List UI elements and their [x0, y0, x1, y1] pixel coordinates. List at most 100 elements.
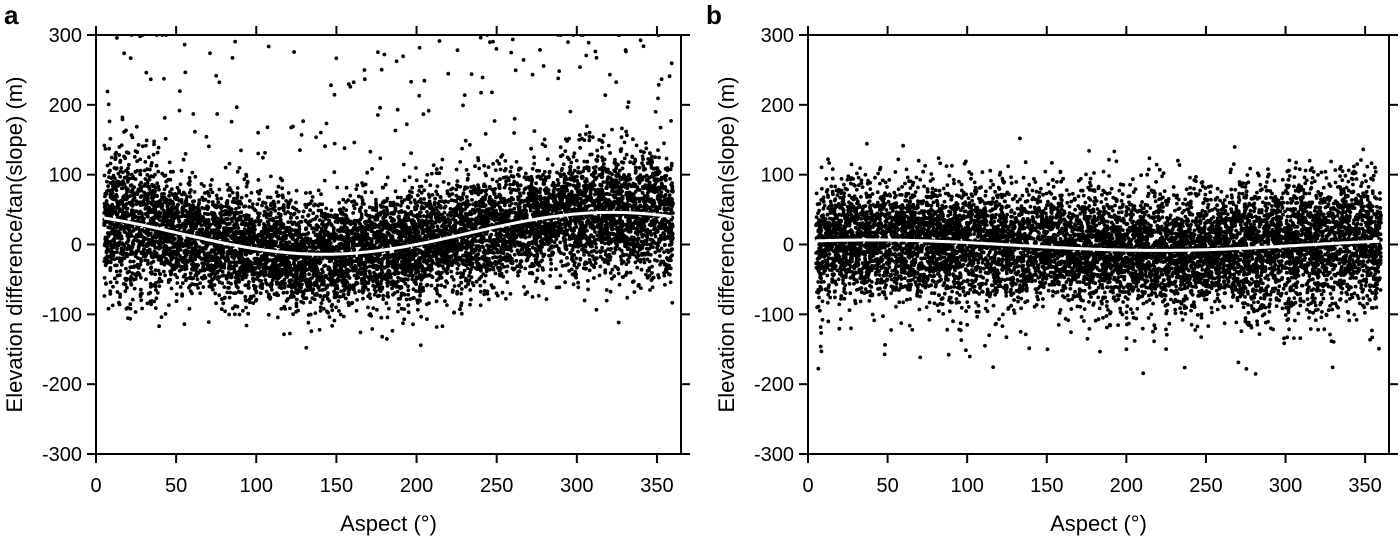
scatter-point — [602, 162, 606, 166]
scatter-point — [644, 272, 648, 277]
scatter-point — [214, 301, 218, 306]
scatter-point — [133, 177, 138, 182]
scatter-point — [317, 327, 322, 332]
scatter-point — [423, 270, 427, 275]
scatter-point — [624, 129, 628, 134]
scatter-point — [102, 143, 107, 148]
scatter-point — [342, 146, 347, 151]
scatter-point — [132, 286, 137, 291]
scatter-point — [521, 191, 526, 195]
scatter-point — [159, 279, 164, 284]
scatter-point — [642, 150, 646, 155]
scatter-point — [270, 288, 274, 292]
scatter-point — [237, 166, 242, 170]
scatter-point — [337, 309, 341, 313]
scatter-point — [631, 226, 636, 231]
scatter-point — [145, 262, 150, 266]
scatter-point — [381, 293, 385, 298]
scatter-point — [560, 264, 565, 268]
scatter-point — [571, 259, 576, 264]
scatter-point — [323, 263, 328, 268]
scatter-point — [127, 269, 131, 274]
scatter-point — [622, 140, 627, 145]
scatter-point — [396, 275, 400, 280]
scatter-point — [434, 325, 439, 329]
scatter-point — [184, 203, 189, 208]
scatter-point — [404, 297, 409, 302]
scatter-point — [656, 82, 661, 87]
scatter-point — [606, 143, 611, 148]
scatter-point — [252, 230, 256, 235]
scatter-point — [435, 283, 440, 288]
scatter-point — [563, 149, 568, 154]
scatter-point — [656, 96, 660, 101]
scatter-point — [528, 208, 533, 213]
scatter-point — [433, 220, 438, 225]
scatter-point — [173, 272, 178, 277]
scatter-point — [407, 175, 412, 180]
scatter-point — [143, 196, 147, 201]
scatter-point — [628, 270, 633, 275]
scatter-point — [306, 320, 311, 325]
scatter-point — [571, 154, 576, 159]
scatter-point — [558, 145, 563, 150]
scatter-point — [193, 174, 198, 179]
scatter-point — [169, 286, 174, 291]
scatter-point — [513, 188, 518, 193]
scatter-point — [187, 306, 192, 311]
scatter-point — [587, 130, 592, 135]
scatter-point — [558, 273, 563, 278]
scatter-point — [307, 272, 311, 276]
scatter-point — [358, 222, 363, 227]
scatter-point — [246, 311, 251, 316]
scatter-point — [557, 285, 562, 290]
scatter-point — [273, 208, 278, 213]
scatter-point — [135, 159, 140, 164]
scatter-point — [385, 209, 390, 214]
scatter-point — [503, 167, 508, 171]
scatter-point — [265, 195, 270, 200]
scatter-point — [478, 283, 483, 288]
scatter-point — [551, 181, 556, 185]
scatter-point — [360, 198, 365, 202]
scatter-point — [658, 125, 663, 130]
scatter-point — [156, 268, 161, 273]
scatter-point — [609, 276, 614, 281]
scatter-point — [301, 119, 305, 124]
scatter-point — [655, 259, 659, 263]
scatter-point — [650, 154, 654, 159]
scatter-point — [491, 39, 495, 44]
scatter-point — [147, 247, 152, 252]
scatter-point — [256, 130, 260, 135]
scatter-point — [425, 172, 430, 177]
scatter-point — [136, 244, 141, 249]
scatter-point — [568, 109, 573, 114]
scatter-point — [156, 145, 161, 150]
scatter-point — [361, 296, 365, 301]
scatter-point — [564, 247, 568, 251]
scatter-point — [647, 266, 652, 270]
scatter-point — [530, 72, 535, 77]
scatter-point — [307, 288, 312, 292]
scatter-point — [264, 289, 269, 294]
scatter-point — [459, 280, 464, 285]
scatter-point — [124, 306, 129, 311]
scatter-point — [533, 279, 538, 284]
scatter-point — [586, 40, 591, 45]
scatter-point — [568, 168, 573, 173]
scatter-point — [106, 102, 111, 107]
scatter-point — [141, 268, 146, 273]
scatter-point — [182, 42, 187, 47]
scatter-point — [289, 198, 293, 203]
scatter-point — [449, 198, 454, 203]
scatter-point — [505, 280, 510, 285]
scatter-point — [294, 301, 299, 306]
scatter-point — [535, 268, 540, 273]
scatter-point — [514, 159, 519, 164]
scatter-point — [658, 254, 662, 258]
scatter-point — [351, 80, 356, 85]
scatter-point — [484, 192, 489, 197]
scatter-point — [544, 297, 549, 301]
scatter-point — [138, 168, 143, 173]
scatter-point — [385, 315, 390, 320]
